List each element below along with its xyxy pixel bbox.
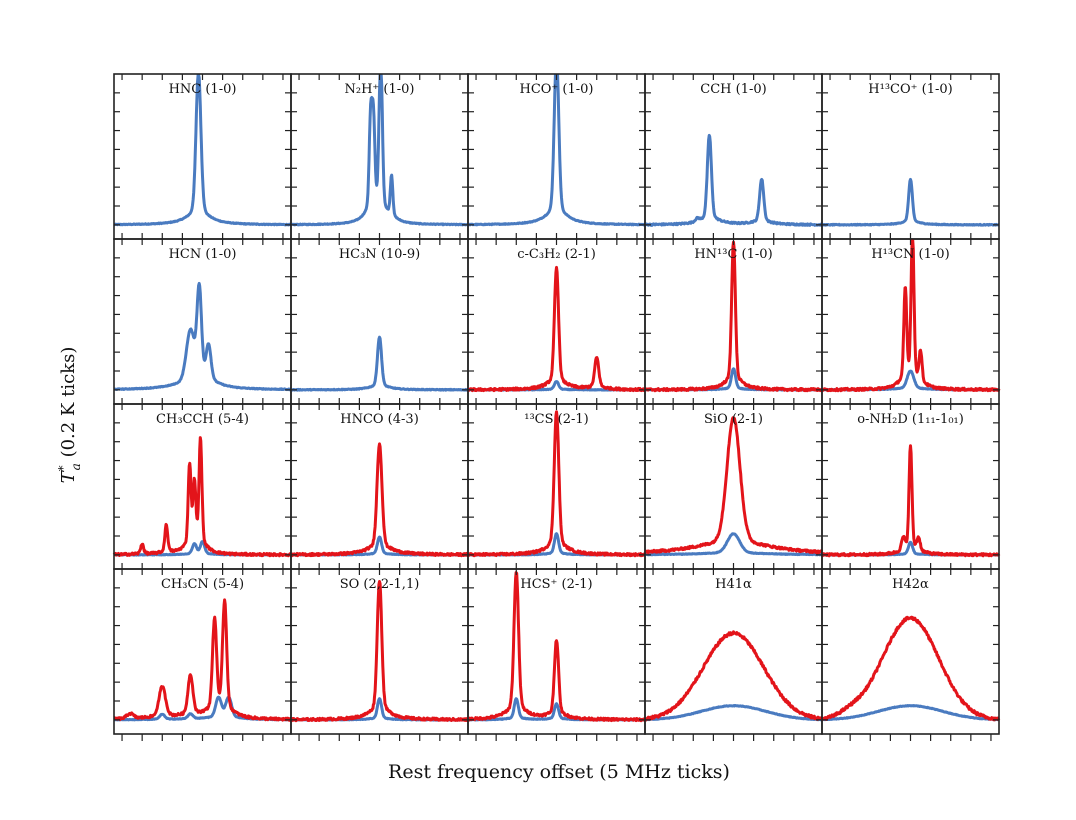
panel-title: HCN (1-0) — [169, 247, 237, 262]
panel-title: N₂H⁺ (1-0) — [345, 82, 415, 97]
y-axis-label: T*a (0.2 K ticks) — [56, 347, 83, 484]
panel-grid: HNC (1-0) N₂H⁺ (1-0) HCO⁺ (1-0) CCH (1-0) H¹… — [112, 73, 1001, 741]
blue-spectrum-line — [644, 367, 823, 392]
panel-title: CCH (1-0) — [700, 82, 766, 97]
red-spectrum-line — [644, 416, 824, 555]
blue-spectrum-line — [290, 697, 469, 722]
panel-13: ¹³CS (2-1) — [466, 403, 647, 570]
panel-frame — [821, 73, 1000, 240]
panel-title: SO (2,2-1,1) — [340, 577, 420, 592]
red-spectrum-line — [820, 615, 1001, 722]
panel-16: CH₃CN (5-4) — [113, 568, 293, 741]
panel-title: CH₃CCH (5-4) — [156, 412, 249, 427]
y-label-rest: (0.2 K ticks) — [58, 347, 79, 464]
y-label-sub: a — [69, 463, 83, 470]
panel-4: CCH (1-0) — [644, 73, 824, 240]
panel-title: o-NH₂D (1₁₁-1₀₁) — [857, 412, 964, 427]
panel-title: CH₃CN (5-4) — [161, 577, 244, 592]
blue-spectrum-line — [113, 73, 292, 227]
blue-spectrum-line — [821, 177, 1000, 227]
red-spectrum-line — [467, 571, 647, 723]
panel-title: HNC (1-0) — [169, 82, 237, 97]
panel-title: H¹³CO⁺ (1-0) — [868, 82, 952, 97]
panel-frame — [290, 403, 469, 570]
panel-title: HNCO (4-3) — [340, 412, 419, 427]
panel-1: HNC (1-0) — [113, 73, 292, 240]
panel-title: HC₃N (10-9) — [339, 247, 420, 262]
panel-10: H¹³CN (1-0) — [821, 238, 1001, 405]
blue-spectrum-line — [821, 704, 1000, 722]
x-axis-label: Rest frequency offset (5 MHz ticks) — [388, 761, 730, 783]
panel-frame — [644, 403, 823, 570]
panel-title: ¹³CS (2-1) — [524, 412, 589, 427]
blue-spectrum-line — [644, 532, 823, 557]
panel-title: HCS⁺ (2-1) — [520, 577, 592, 592]
red-spectrum-line — [113, 598, 293, 722]
panel-8: c-C₃H₂ (2-1) — [467, 238, 646, 405]
panel-title: HCO⁺ (1-0) — [519, 82, 593, 97]
panel-title: c-C₃H₂ (2-1) — [517, 247, 596, 262]
panel-frame — [467, 73, 646, 240]
panel-9: HN¹³C (1-0) — [643, 238, 824, 405]
panel-frame — [467, 238, 646, 405]
panel-15: o-NH₂D (1₁₁-1₀₁) — [821, 403, 1001, 570]
panel-title: H42α — [892, 577, 929, 592]
red-spectrum-line — [290, 580, 470, 723]
blue-spectrum-line — [290, 335, 470, 392]
blue-spectrum-line — [290, 73, 469, 227]
panel-title: H¹³CN (1-0) — [871, 247, 949, 262]
panel-frame — [644, 73, 823, 240]
panel-title: SiO (2-1) — [704, 412, 763, 427]
red-spectrum-line — [112, 436, 292, 558]
panel-2: N₂H⁺ (1-0) — [290, 73, 469, 240]
blue-spectrum-line — [644, 133, 824, 227]
panel-5: H¹³CO⁺ (1-0) — [821, 73, 1000, 240]
red-spectrum-line — [289, 442, 469, 558]
svg-text:T*a (0.2 K ticks): T*a (0.2 K ticks) — [56, 347, 83, 484]
panel-3: HCO⁺ (1-0) — [466, 73, 646, 240]
panel-11: CH₃CCH (5-4) — [112, 403, 292, 570]
panel-14: SiO (2-1) — [644, 403, 824, 570]
panel-18: HCS⁺ (2-1) — [467, 568, 647, 741]
panel-title: H41α — [715, 577, 752, 592]
panel-6: HCN (1-0) — [113, 238, 292, 405]
blue-spectrum-line — [467, 532, 646, 557]
panel-12: HNCO (4-3) — [289, 403, 469, 570]
panel-7: HC₃N (10-9) — [290, 238, 470, 405]
red-spectrum-line — [821, 444, 1001, 558]
y-label-sup: * — [56, 465, 70, 471]
panel-17: SO (2,2-1,1) — [290, 568, 470, 741]
red-spectrum-line — [643, 630, 823, 722]
panel-frame — [290, 238, 469, 405]
panel-20: H42α — [820, 568, 1001, 741]
blue-spectrum-line — [821, 369, 1000, 392]
blue-spectrum-line — [466, 73, 646, 227]
red-spectrum-line — [821, 238, 1001, 393]
red-spectrum-line — [466, 410, 647, 558]
red-spectrum-line — [467, 265, 646, 393]
panel-19: H41α — [643, 568, 823, 741]
blue-spectrum-line — [644, 704, 823, 722]
blue-spectrum-line — [113, 281, 292, 392]
panel-title: HN¹³C (1-0) — [694, 247, 772, 262]
y-label-symbol: T — [58, 469, 79, 483]
